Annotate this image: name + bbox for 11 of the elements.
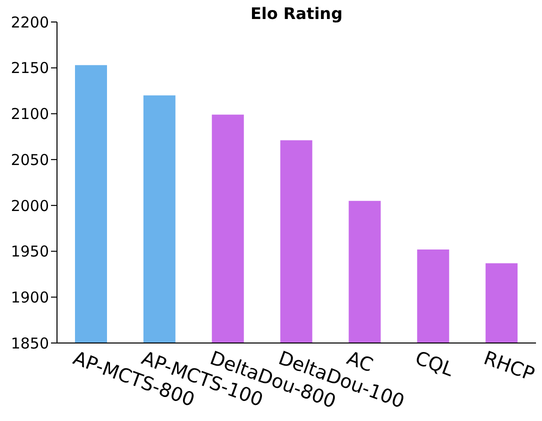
y-tick-label: 2050 [10, 150, 49, 169]
y-tick-label: 2150 [10, 59, 49, 78]
y-tick-label: 2000 [10, 196, 49, 215]
chart-title: Elo Rating [249, 4, 344, 23]
y-tick-label: 1850 [10, 334, 49, 352]
x-tick-label: RHCP [480, 347, 538, 386]
y-tick-label: 2200 [10, 13, 49, 32]
y-tick-label: 2100 [10, 105, 49, 124]
x-tick-label: CQL [412, 347, 457, 382]
y-tick-label: 1950 [10, 242, 49, 261]
y-tick-label: 1900 [10, 288, 49, 306]
